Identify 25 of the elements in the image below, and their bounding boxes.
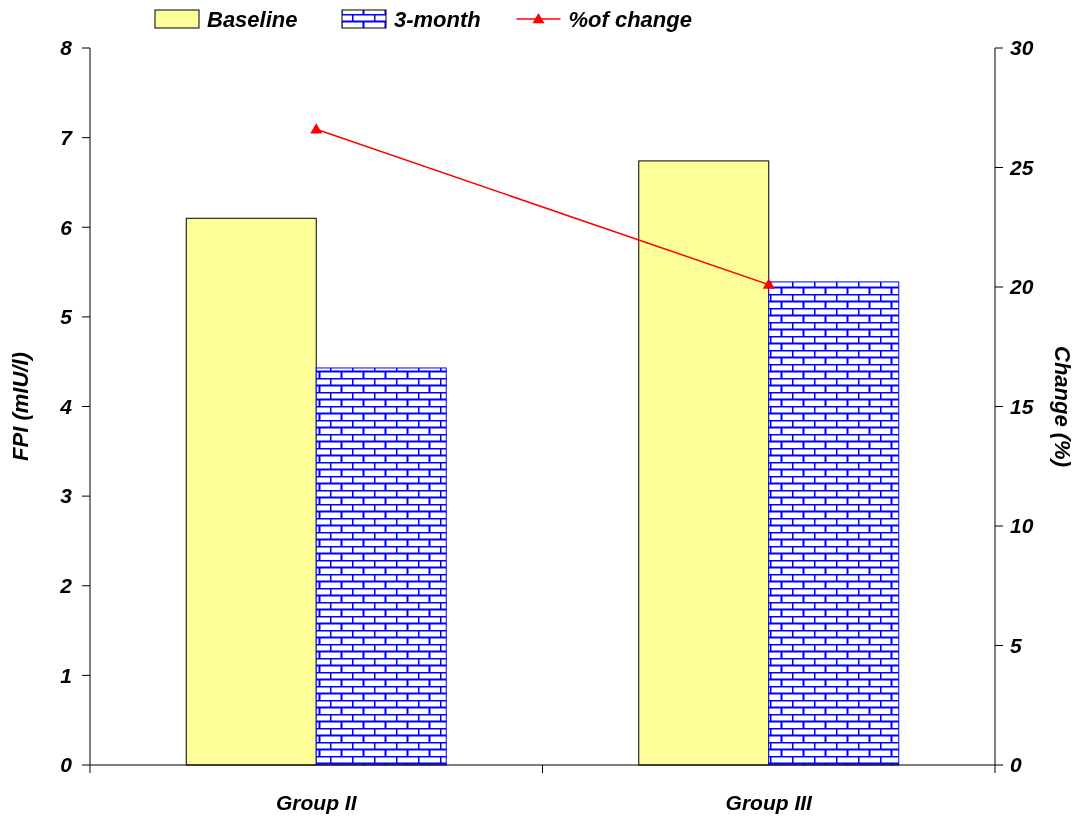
x-tick-label: Group III xyxy=(725,791,814,814)
bar xyxy=(768,281,900,766)
legend-label: Baseline xyxy=(207,7,298,32)
y2-tick-label: 5 xyxy=(1010,633,1022,657)
y-tick-label: 8 xyxy=(60,36,73,60)
y2-tick-label: 0 xyxy=(1010,753,1022,777)
y2-tick-label: 25 xyxy=(1009,155,1034,179)
y-tick-label: 5 xyxy=(60,305,73,329)
y2-tick-label: 20 xyxy=(1009,275,1034,299)
y-tick-label: 6 xyxy=(60,215,73,239)
y-tick-label: 3 xyxy=(60,484,73,508)
y2-tick-label: 30 xyxy=(1010,36,1034,60)
y-tick-label: 2 xyxy=(59,574,73,598)
y2-tick-label: 10 xyxy=(1010,514,1034,538)
y-tick-label: 1 xyxy=(60,663,72,687)
y2-tick-label: 15 xyxy=(1010,394,1034,418)
y-tick-label: 4 xyxy=(59,394,73,418)
legend-label: %of change xyxy=(568,7,692,32)
y-axis-title: FPI (mIU/l) xyxy=(8,352,33,461)
bar xyxy=(315,367,447,766)
x-tick-label: Group II xyxy=(276,791,358,814)
y-tick-label: 0 xyxy=(60,753,73,777)
y2-axis-title: Change (%) xyxy=(1050,346,1073,467)
legend-label: 3-month xyxy=(394,7,481,32)
y-tick-label: 7 xyxy=(60,125,74,149)
